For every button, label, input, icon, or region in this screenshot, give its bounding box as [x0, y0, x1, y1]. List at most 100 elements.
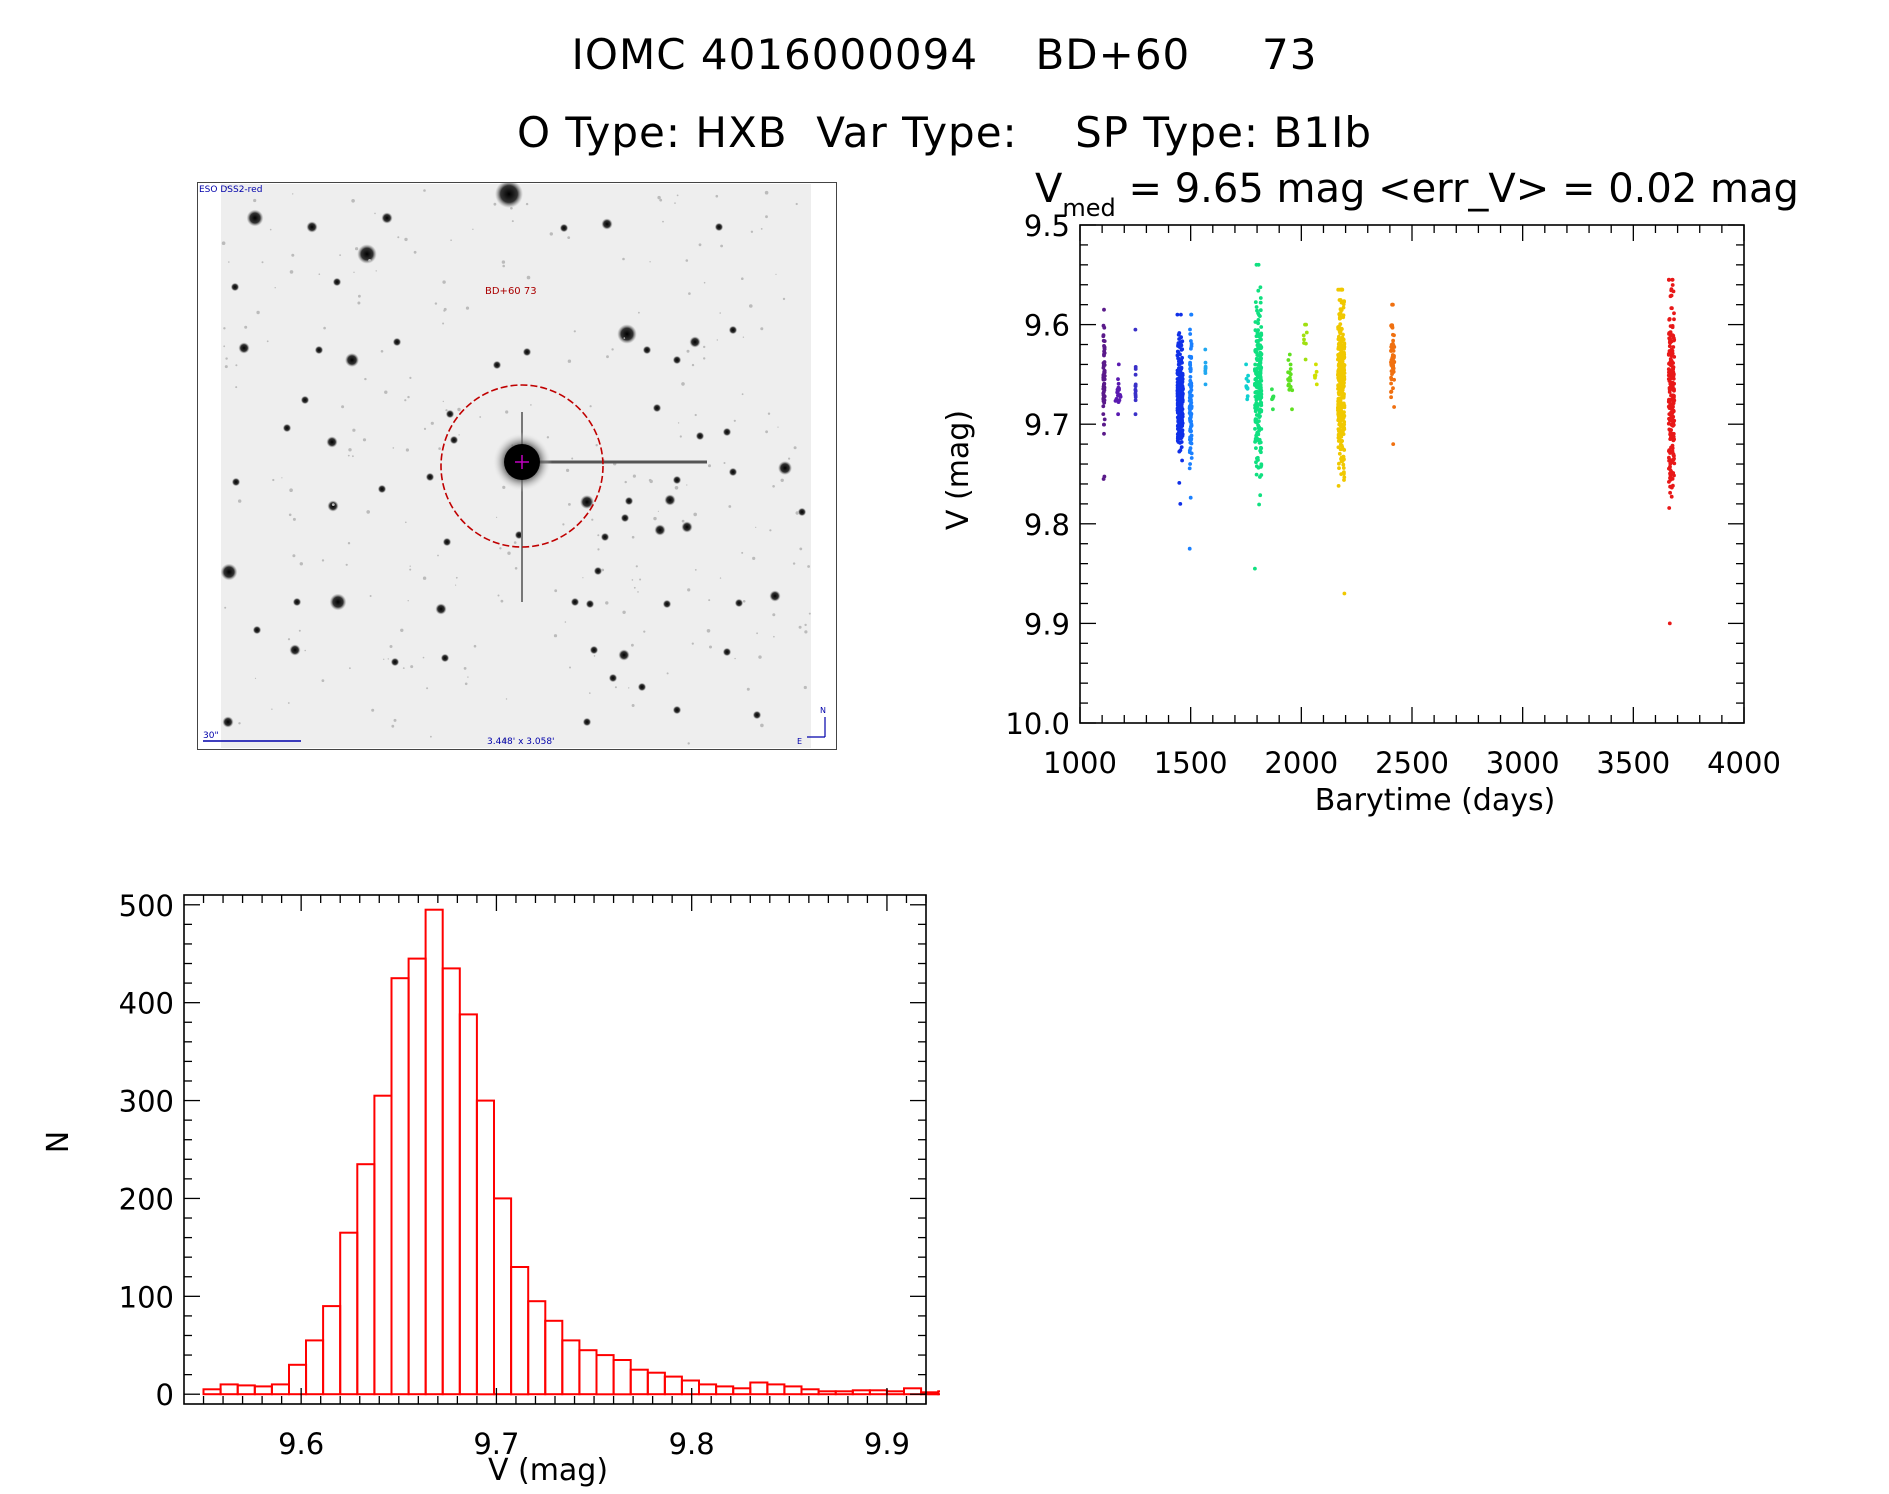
chart-title-line1: IOMC 4016000094 BD+60 73	[571, 30, 1318, 79]
lc-point	[1259, 463, 1264, 468]
lc-point	[1102, 307, 1106, 312]
hist-bar	[937, 1390, 940, 1396]
hist-bar	[424, 908, 444, 1396]
lc-point	[1179, 407, 1183, 412]
lc-point	[1255, 374, 1260, 378]
lc-point	[1180, 397, 1185, 402]
hist-axes: 9.6 9.7 9.8 9.9 0 100 200 300 400 500	[119, 889, 927, 1461]
lc-point	[1254, 350, 1259, 355]
scale-label: 30"	[203, 731, 219, 741]
lc-point	[1341, 344, 1346, 349]
lc-point	[1669, 410, 1673, 415]
lc-point	[1180, 418, 1184, 423]
hist-bar	[561, 1339, 581, 1396]
lc-x-tick-label: 1000	[1043, 746, 1117, 780]
lc-point	[1101, 412, 1106, 416]
lc-point	[1341, 380, 1346, 385]
lc-point	[1301, 333, 1306, 338]
lc-point	[1667, 386, 1672, 390]
lc-point	[1339, 422, 1344, 427]
lc-point	[1671, 483, 1675, 488]
lc-point	[1102, 400, 1107, 405]
hist-bar	[851, 1389, 871, 1396]
lc-point	[1338, 312, 1342, 317]
lc-point	[1286, 370, 1290, 375]
lc-point	[1259, 409, 1264, 414]
lc-point	[1339, 472, 1344, 476]
lc-point	[1188, 462, 1192, 466]
lc-point	[1390, 325, 1395, 330]
lc-point	[1391, 338, 1395, 343]
lc-point	[1288, 362, 1293, 367]
lc-point	[1177, 481, 1182, 485]
lc-data-points	[1101, 262, 1677, 626]
lc-point	[1271, 407, 1275, 412]
lc-point	[1288, 372, 1293, 377]
lc-point	[1672, 387, 1676, 392]
lc-y-tick-label: 9.7	[1024, 408, 1070, 442]
lc-point	[1286, 377, 1290, 382]
lc-point	[1244, 362, 1248, 367]
lc-point	[1669, 347, 1674, 352]
hist-x-axis-label: V (mag)	[488, 1453, 608, 1488]
lc-point	[1670, 277, 1675, 282]
lc-point	[1113, 399, 1118, 403]
lc-point	[1669, 414, 1674, 419]
lc-point	[1342, 362, 1346, 367]
lc-point	[1258, 392, 1263, 397]
lc-point	[1254, 460, 1258, 465]
lc-point	[1337, 461, 1341, 466]
lc-point	[1336, 484, 1341, 488]
lc-point	[1389, 389, 1394, 394]
lc-point	[1258, 400, 1263, 405]
lc-point	[1337, 466, 1341, 470]
lc-point	[1176, 427, 1181, 432]
star-field	[220, 182, 811, 745]
lc-point	[1304, 341, 1308, 346]
hist-bar	[356, 1163, 376, 1396]
lc-point	[1339, 326, 1344, 331]
lc-point	[1177, 331, 1182, 335]
lc-point	[1178, 502, 1183, 506]
lc-point	[1203, 347, 1208, 352]
lc-point	[1101, 393, 1106, 397]
compass-icon: N E	[797, 706, 826, 746]
hist-y-tick-label: 200	[119, 1182, 174, 1216]
lc-point	[1179, 402, 1184, 406]
lc-point	[1253, 427, 1257, 431]
lc-point	[1258, 383, 1263, 387]
lc-point	[1667, 390, 1672, 394]
lc-point	[1290, 388, 1295, 393]
lc-point	[1177, 419, 1181, 423]
lc-point	[1180, 347, 1185, 352]
lc-point	[1342, 591, 1347, 596]
lc-point	[1667, 455, 1671, 460]
lc-point	[1188, 360, 1192, 365]
lc-point	[1340, 337, 1345, 342]
lc-y-tick-label: 10.0	[1005, 707, 1070, 741]
lc-point	[1256, 346, 1260, 351]
lc-point	[1668, 402, 1673, 406]
lc-point	[1102, 422, 1106, 427]
hist-bar	[493, 1197, 513, 1396]
lc-point	[1389, 395, 1393, 400]
lc-point	[1259, 356, 1263, 361]
lc-point	[1391, 366, 1395, 371]
lc-point	[1178, 414, 1183, 418]
svg-text:Vmed = 9.65 mag <err_V> = 0.02: Vmed = 9.65 mag <err_V> = 0.02 mag	[1035, 170, 1799, 222]
lc-point	[1253, 420, 1258, 424]
lc-point	[1187, 404, 1192, 409]
hist-bar	[253, 1385, 273, 1396]
hist-bar	[749, 1381, 769, 1396]
lc-point	[1101, 361, 1106, 365]
lc-point	[1259, 473, 1264, 477]
lc-point	[1270, 387, 1274, 392]
lc-point	[1176, 397, 1180, 402]
lc-point	[1258, 445, 1263, 450]
lc-point	[1102, 377, 1107, 382]
lc-x-tick-label: 3000	[1486, 746, 1560, 780]
lc-point	[1314, 382, 1319, 387]
lc-point	[1101, 366, 1106, 370]
lc-point	[1290, 407, 1294, 412]
lc-point	[1338, 307, 1343, 312]
